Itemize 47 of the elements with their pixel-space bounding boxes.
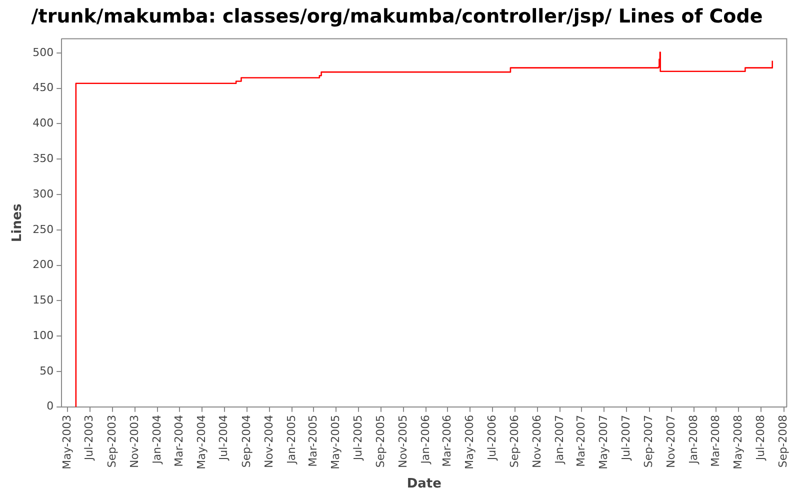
y-tick-label: 150	[32, 294, 54, 307]
x-tick-label: Nov-2004	[262, 414, 276, 468]
x-tick-label: Nov-2005	[396, 414, 410, 468]
x-tick-label: Mar-2007	[574, 414, 588, 467]
x-tick-label: May-2007	[596, 414, 610, 470]
x-tick-label: Jul-2007	[619, 414, 632, 462]
y-tick-label: 300	[32, 187, 54, 200]
x-tick-label: Jan-2007	[552, 414, 566, 465]
x-tick-label: Jan-2005	[284, 414, 298, 465]
x-tick-label: May-2004	[194, 414, 208, 470]
x-tick-label: Jul-2008	[754, 414, 767, 462]
chart-title: /trunk/makumba: classes/org/makumba/controller/jsp/ Lines of Code	[31, 5, 763, 28]
x-tick-label: Nov-2003	[128, 414, 141, 468]
x-tick-label: Jan-2006	[418, 414, 432, 465]
x-tick-label: May-2003	[60, 414, 74, 470]
x-tick-label: Mar-2005	[306, 414, 320, 467]
y-tick-label: 200	[32, 258, 54, 272]
x-tick-label: Sep-2006	[508, 414, 522, 468]
y-tick-label: 400	[32, 116, 54, 130]
x-tick-label: May-2005	[328, 414, 342, 470]
x-tick-label: Jul-2006	[485, 414, 498, 462]
x-tick-label: May-2008	[731, 414, 744, 470]
y-tick-label: 0	[46, 400, 54, 413]
x-tick-label: Sep-2004	[240, 414, 253, 468]
x-tick-label: Mar-2006	[440, 414, 454, 467]
x-tick-label: Mar-2004	[172, 414, 186, 467]
x-tick-label: Mar-2008	[709, 414, 722, 467]
y-tick-label: 500	[32, 46, 54, 59]
y-tick-label: 100	[32, 328, 54, 342]
x-tick-label: Nov-2006	[530, 414, 544, 468]
x-tick-label: May-2006	[462, 414, 476, 470]
x-tick-label: Jul-2005	[351, 414, 364, 462]
y-tick-label: 450	[32, 81, 54, 94]
y-tick-label: 250	[32, 222, 54, 236]
x-tick-label: Jul-2004	[217, 414, 230, 462]
x-tick-label: Jul-2003	[82, 414, 96, 462]
y-axis-title: Lines	[10, 203, 26, 242]
y-tick-label: 50	[40, 364, 54, 378]
x-tick-label: Sep-2008	[776, 414, 790, 468]
x-tick-label: Jan-2008	[686, 414, 700, 465]
x-tick-label: Sep-2005	[374, 414, 388, 468]
x-tick-label: Sep-2007	[642, 414, 656, 468]
x-tick-label: Nov-2007	[664, 414, 678, 468]
x-axis-title: Date	[406, 476, 442, 492]
x-tick-label: Sep-2003	[106, 414, 119, 468]
x-tick-label: Jan-2004	[150, 414, 164, 465]
y-tick-label: 350	[32, 152, 54, 165]
